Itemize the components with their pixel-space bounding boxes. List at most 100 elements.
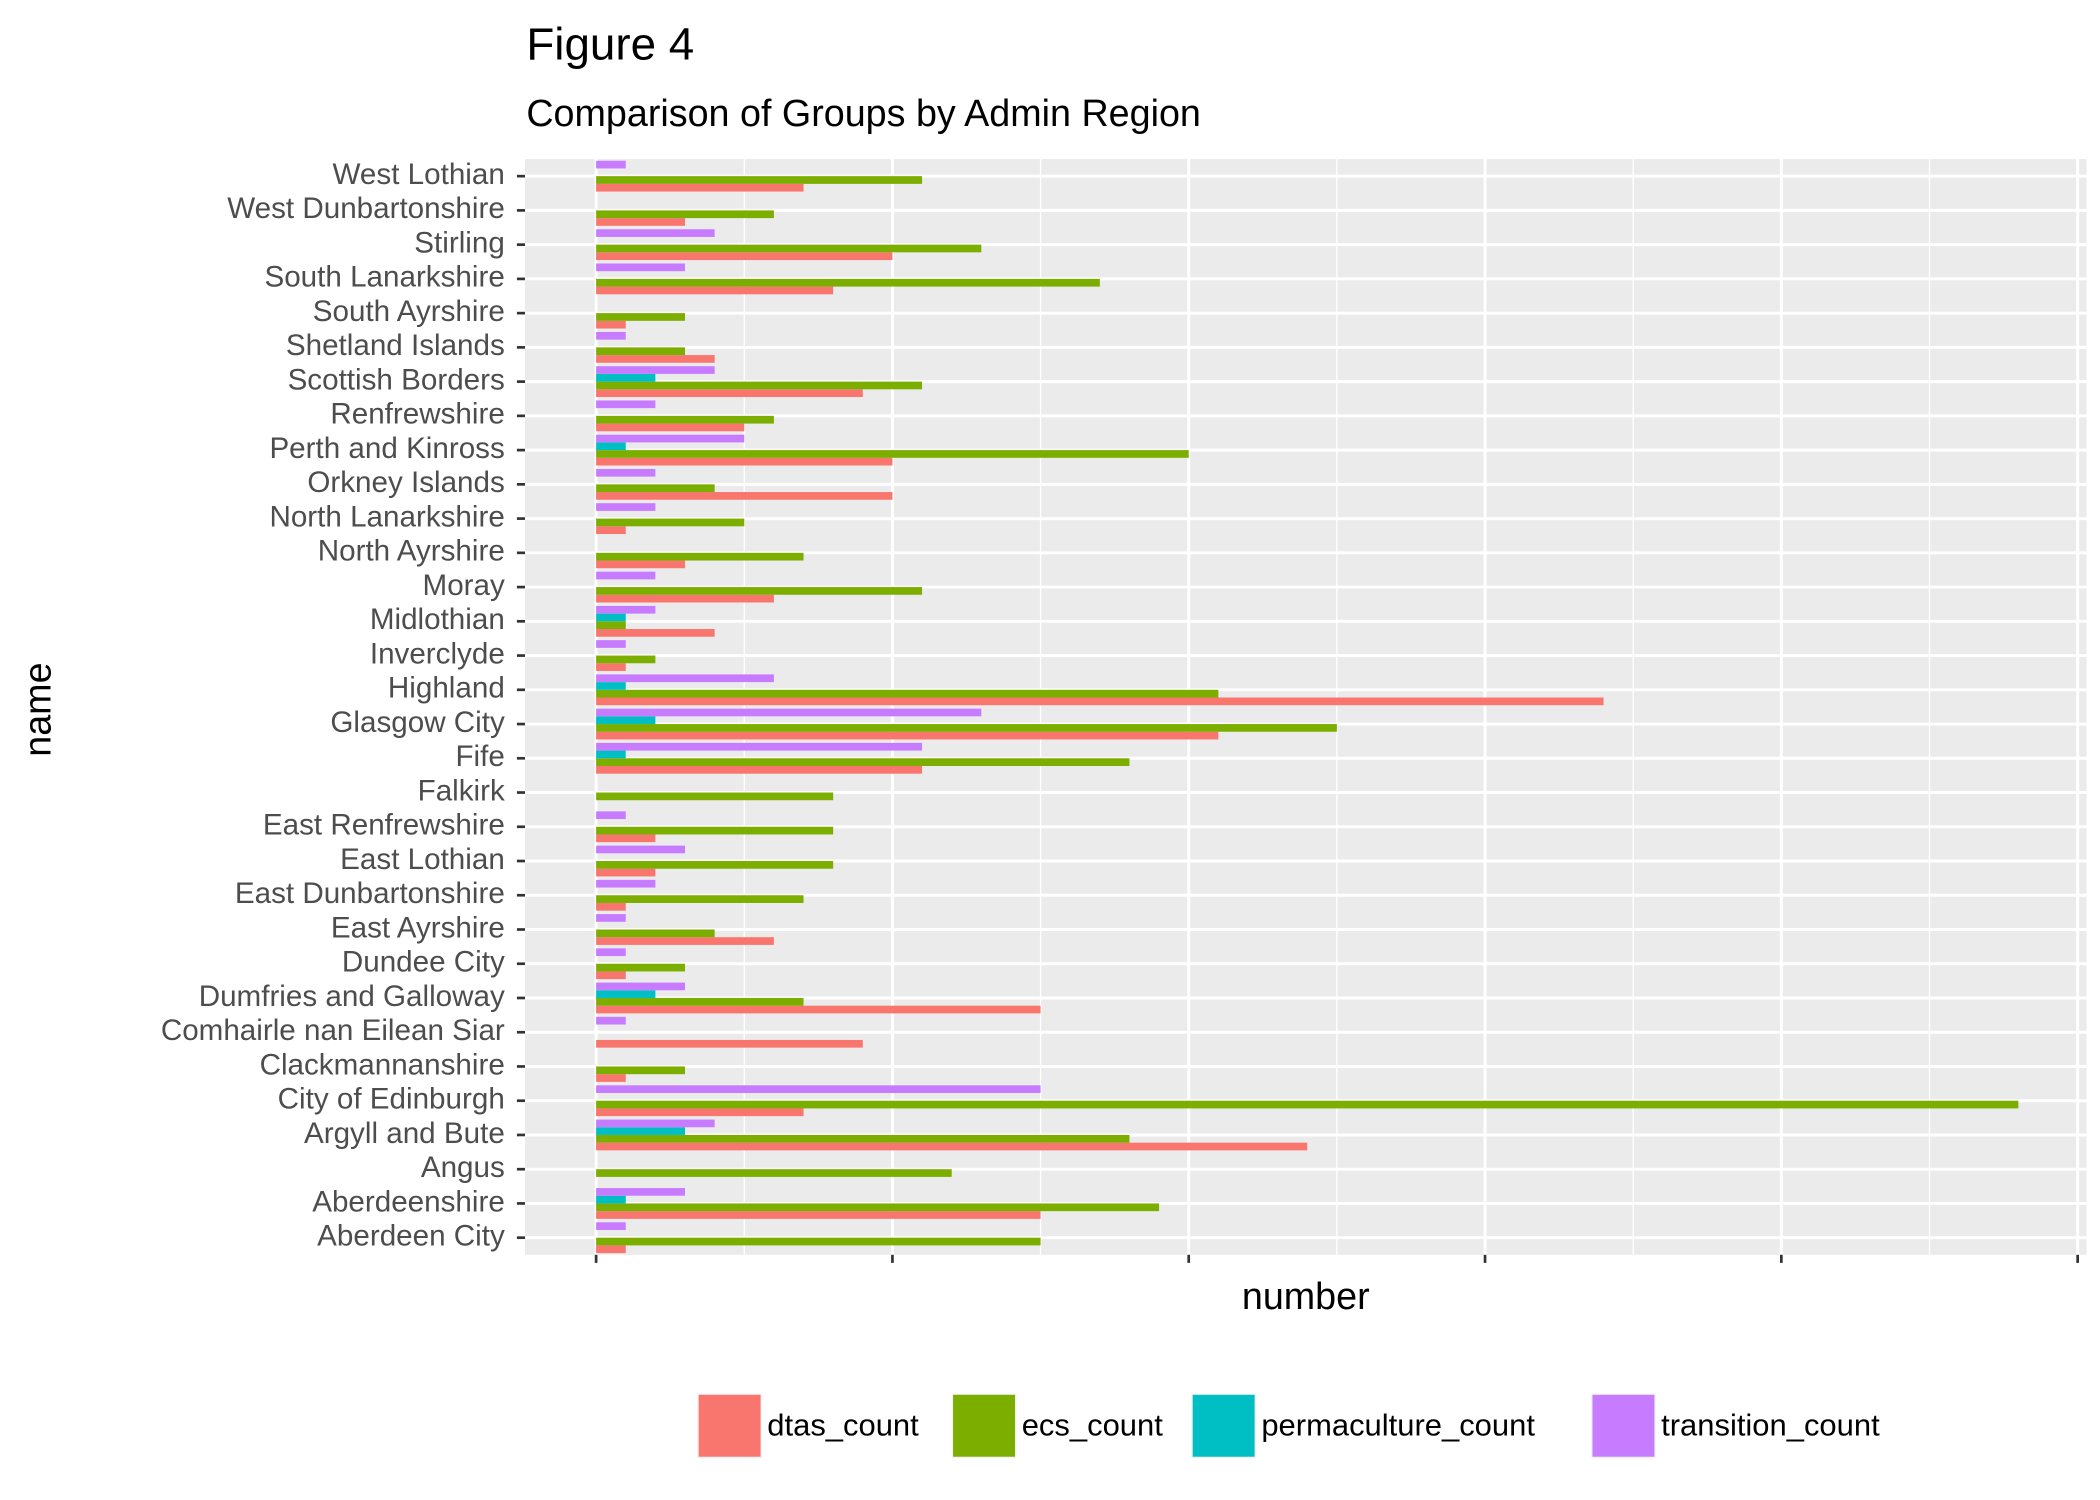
legend-swatch	[1192, 1394, 1255, 1457]
y-tick-label: Perth and Kinross	[269, 432, 504, 465]
bar	[596, 1245, 626, 1254]
y-tick-label: Shetland Islands	[286, 329, 505, 362]
bar	[596, 373, 656, 382]
bar	[596, 826, 834, 835]
y-tick-label: Inverclyde	[370, 637, 505, 670]
bar	[596, 244, 982, 253]
y-tick-label: Clackmannanshire	[260, 1048, 505, 1081]
bar	[596, 982, 686, 991]
y-tick-label: East Renfrewshire	[263, 809, 505, 842]
bar	[596, 724, 1337, 732]
bar	[596, 621, 626, 630]
bar	[596, 594, 774, 603]
y-tick-label: Aberdeen City	[317, 1220, 505, 1253]
bar	[596, 879, 656, 888]
bar	[596, 347, 686, 356]
bar	[596, 560, 686, 569]
chart-title: Figure 4	[526, 18, 694, 69]
bar	[596, 1142, 1308, 1151]
bar	[596, 731, 1219, 740]
y-tick-label: City of Edinburgh	[278, 1083, 505, 1116]
bar	[596, 655, 656, 664]
bar	[596, 1169, 952, 1177]
bar	[596, 682, 626, 690]
y-tick-label: North Lanarkshire	[269, 500, 504, 533]
bar	[596, 286, 834, 295]
bar	[596, 252, 893, 261]
bar	[596, 457, 893, 466]
bar	[596, 278, 1100, 287]
bar	[596, 1005, 1041, 1014]
bar	[596, 1039, 863, 1048]
y-tick-label: Falkirk	[418, 774, 505, 807]
y-tick-label: Angus	[421, 1151, 505, 1184]
bar	[596, 484, 715, 493]
bar	[596, 415, 774, 424]
y-tick-label: Glasgow City	[330, 706, 505, 739]
bar	[596, 845, 686, 854]
legend-label: dtas_count	[767, 1407, 919, 1442]
bar	[596, 663, 626, 671]
bar	[596, 355, 715, 363]
legend-swatch	[698, 1394, 761, 1457]
panel-background	[525, 159, 2087, 1255]
bar	[596, 160, 626, 169]
y-tick-label: Comhairle nan Eilean Siar	[161, 1014, 505, 1047]
bar	[596, 792, 834, 801]
y-tick-label: Renfrewshire	[330, 398, 504, 431]
legend-label: transition_count	[1661, 1407, 1880, 1442]
y-tick-label: Scottish Borders	[288, 363, 505, 396]
bar	[596, 389, 863, 398]
bar	[596, 1016, 626, 1025]
bar	[596, 176, 923, 184]
bar	[596, 914, 626, 922]
bar	[596, 229, 715, 237]
y-tick-label: Aberdeenshire	[312, 1185, 505, 1218]
bar	[596, 750, 626, 759]
bar	[596, 1100, 2019, 1109]
bar	[596, 997, 804, 1006]
bar	[596, 697, 1604, 706]
bar	[596, 716, 656, 725]
bar	[596, 450, 1189, 458]
bar	[596, 1188, 686, 1196]
bar	[596, 674, 774, 683]
bar	[596, 895, 804, 903]
bar	[596, 1222, 626, 1230]
bar	[596, 929, 715, 938]
bar	[596, 587, 923, 595]
bar	[596, 434, 745, 443]
y-tick-label: East Dunbartonshire	[235, 877, 505, 910]
bar	[596, 218, 686, 226]
y-tick-label: Highland	[388, 672, 505, 705]
bar	[596, 689, 1219, 698]
bar	[596, 613, 626, 622]
bar	[596, 331, 626, 340]
y-tick-label: West Lothian	[333, 158, 505, 191]
bar	[596, 629, 715, 637]
bar	[596, 400, 656, 409]
bar	[596, 990, 656, 998]
legend-label: permaculture_count	[1261, 1407, 1535, 1442]
bar	[596, 313, 686, 321]
bar	[596, 1195, 626, 1204]
bar	[596, 971, 626, 980]
bar	[596, 834, 656, 843]
bar	[596, 263, 686, 272]
bar	[596, 605, 656, 614]
bar	[596, 552, 804, 561]
bar	[596, 708, 982, 717]
y-tick-label: Moray	[423, 569, 505, 602]
bar	[596, 1203, 1160, 1212]
bar	[596, 948, 626, 957]
bar	[596, 868, 656, 877]
y-tick-label: North Ayrshire	[318, 535, 505, 568]
bar	[596, 640, 626, 648]
bar	[596, 1066, 686, 1075]
y-tick-label: Orkney Islands	[307, 466, 504, 499]
bar	[596, 366, 715, 374]
y-tick-label: East Lothian	[340, 843, 505, 876]
bar	[596, 183, 804, 192]
bar	[596, 320, 626, 329]
